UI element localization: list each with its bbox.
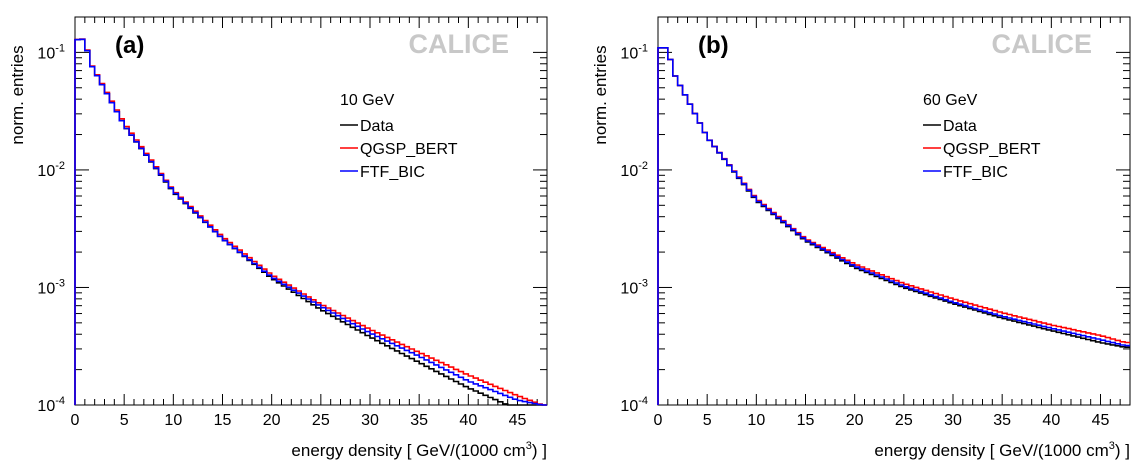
- y-tick-label: 10-2: [620, 160, 648, 180]
- series-ftf-bic: [657, 47, 1130, 405]
- x-tick-label: 15: [797, 412, 815, 429]
- plot-frame: [74, 16, 548, 406]
- y-tick-label: 10-1: [620, 42, 648, 62]
- series-qgsp-bert: [657, 47, 1130, 405]
- x-tick-label: 25: [312, 412, 330, 429]
- legend-entry: QGSP_BERT: [360, 141, 458, 158]
- y-tick-label: 10-3: [37, 277, 65, 297]
- y-tick-label: 10-2: [37, 160, 65, 180]
- x-tick-label: 5: [703, 412, 712, 429]
- panel-b: 0 5 10 15 20 25 30 35 40 45 10-1 10-2 10-3 10-4 (b) CAL…: [591, 16, 1131, 460]
- x-tick-label: 10: [164, 412, 182, 429]
- x-tick-label: 20: [263, 412, 281, 429]
- y-tick-label: 10-3: [620, 277, 648, 297]
- x-tick-label: 25: [895, 412, 913, 429]
- x-tick-label: 20: [846, 412, 864, 429]
- x-axis-label: energy density [ GeV/(1000 cm3) ]: [874, 440, 1130, 460]
- x-tick-label: 45: [1092, 412, 1110, 429]
- x-axis-label: energy density [ GeV/(1000 cm3) ]: [291, 440, 547, 460]
- y-axis-label: norm. entries: [8, 45, 27, 144]
- panel-a: 0 5 10 15 20 25 30 35 40 45 10-1 10-2 10-3 10-4 (a) CAL…: [8, 16, 548, 460]
- legend-entry: QGSP_BERT: [943, 141, 1041, 158]
- plot-frame: [657, 16, 1131, 406]
- x-tick-label: 30: [361, 412, 379, 429]
- x-tick-label: 45: [509, 412, 527, 429]
- x-tick-label: 0: [71, 412, 80, 429]
- y-tick-label: 10-4: [37, 395, 65, 415]
- y-tick-label: 10-1: [37, 42, 65, 62]
- x-tick-label: 10: [747, 412, 765, 429]
- x-tick-label: 35: [410, 412, 428, 429]
- x-tick-label: 15: [214, 412, 232, 429]
- y-tick-label: 10-4: [620, 395, 648, 415]
- legend-entry: Data: [360, 118, 394, 135]
- series-data: [657, 47, 1130, 405]
- legend-entry: FTF_BIC: [943, 164, 1008, 181]
- panel-label: (a): [115, 32, 144, 59]
- legend-title: 10 GeV: [340, 92, 395, 109]
- legend-entry: Data: [943, 118, 977, 135]
- y-axis-label: norm. entries: [591, 45, 610, 144]
- x-tick-label: 40: [1042, 412, 1060, 429]
- panel-label: (b): [698, 32, 729, 59]
- series-data: [74, 38, 547, 406]
- x-tick-label: 30: [944, 412, 962, 429]
- legend-title: 60 GeV: [923, 92, 978, 109]
- x-tick-label: 0: [654, 412, 663, 429]
- x-tick-label: 40: [459, 412, 477, 429]
- x-tick-label: 5: [120, 412, 129, 429]
- legend-entry: FTF_BIC: [360, 164, 425, 181]
- x-tick-label: 35: [993, 412, 1011, 429]
- calice-watermark: CALICE: [992, 29, 1093, 59]
- calice-watermark: CALICE: [409, 29, 510, 59]
- series-ftf-bic: [74, 38, 547, 406]
- series-qgsp-bert: [74, 38, 547, 406]
